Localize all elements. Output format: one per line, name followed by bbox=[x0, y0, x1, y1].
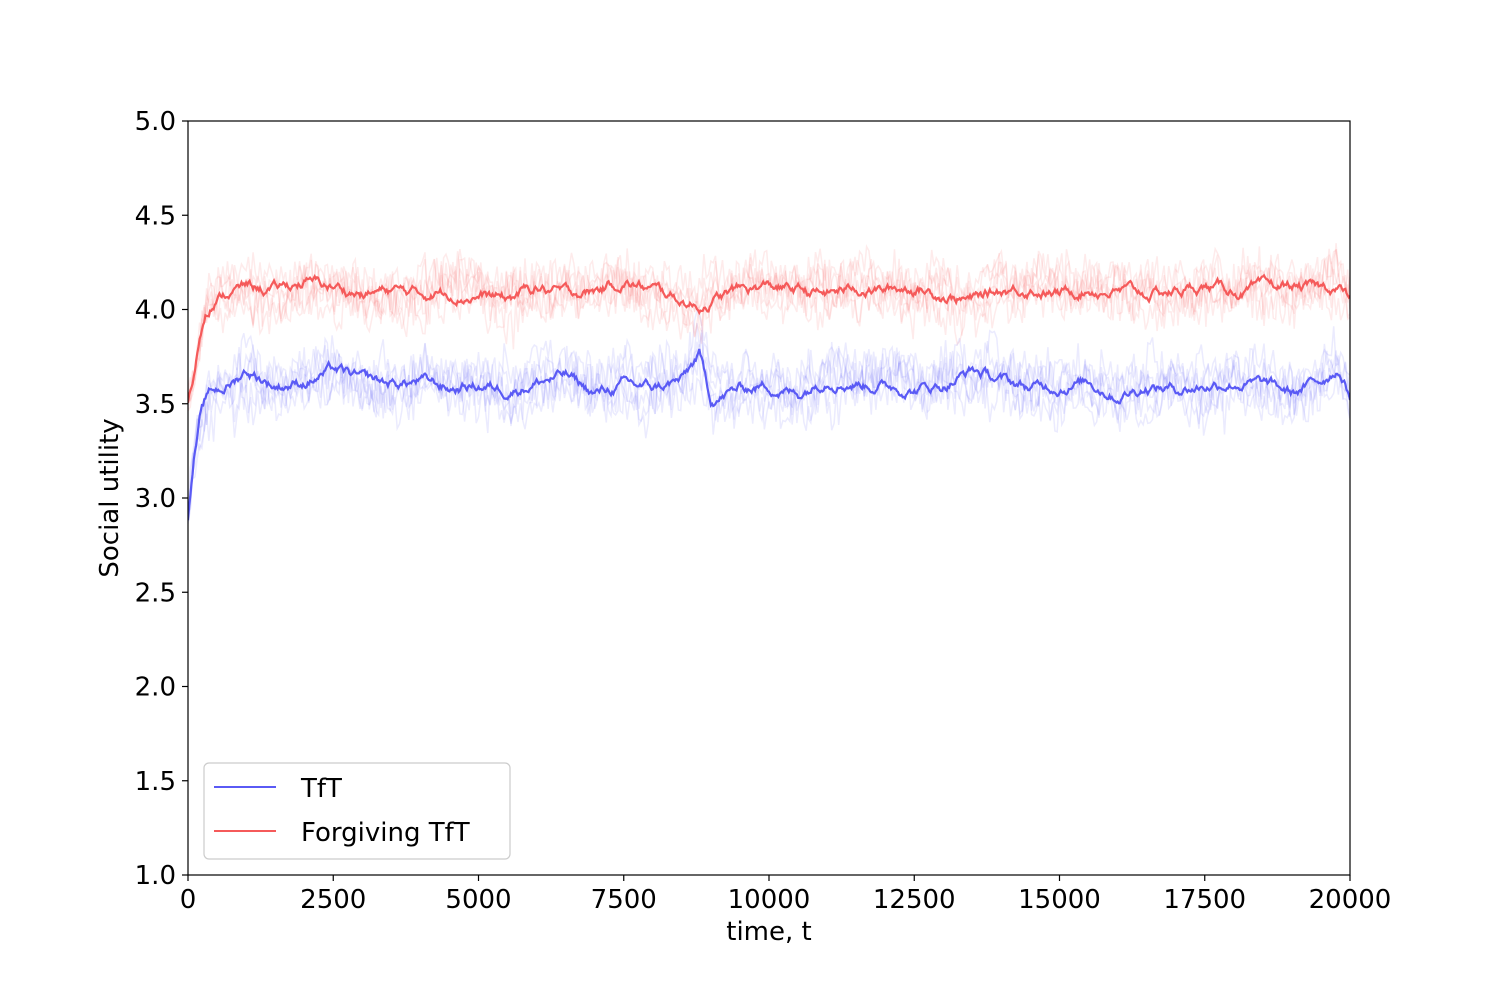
x-tick-label: 20000 bbox=[1309, 885, 1392, 915]
x-tick-label: 7500 bbox=[591, 885, 657, 915]
legend-box bbox=[203, 762, 511, 860]
y-tick-label: 3.0 bbox=[135, 484, 176, 514]
run-line-forgiving-tft bbox=[188, 246, 1350, 402]
series-line-forgiving-tft bbox=[188, 273, 1350, 403]
run-line-forgiving-tft bbox=[188, 251, 1350, 392]
x-axis-label: time, t bbox=[726, 917, 811, 947]
y-tick-label: 2.5 bbox=[135, 578, 176, 608]
legend: TfT Forgiving TfT bbox=[203, 762, 511, 860]
run-line-tft bbox=[188, 339, 1350, 522]
legend-label-forgiving-tft: Forgiving TfT bbox=[301, 818, 470, 848]
run-line-tft bbox=[188, 336, 1350, 512]
x-tick-label: 12500 bbox=[873, 885, 956, 915]
plot-area bbox=[188, 243, 1350, 524]
x-tick-label: 10000 bbox=[728, 885, 811, 915]
run-line-tft bbox=[188, 335, 1350, 513]
x-tick-label: 0 bbox=[180, 885, 197, 915]
axis-ticks: 0 2500 5000 7500 10000 12500 15000 17500 20000 1.… bbox=[135, 107, 1392, 915]
run-line-tft bbox=[188, 329, 1350, 509]
x-tick-label: 5000 bbox=[445, 885, 511, 915]
run-line-forgiving-tft bbox=[188, 243, 1350, 402]
y-axis-label: Social utility bbox=[95, 418, 125, 577]
legend-label-tft: TfT bbox=[300, 774, 342, 804]
y-tick-label: 3.5 bbox=[135, 390, 176, 420]
series-line-tft bbox=[188, 348, 1350, 521]
y-tick-label: 1.5 bbox=[135, 767, 176, 797]
run-line-tft bbox=[188, 308, 1350, 524]
y-tick-label: 2.0 bbox=[135, 673, 176, 703]
y-tick-label: 4.5 bbox=[135, 201, 176, 231]
x-tick-label: 2500 bbox=[300, 885, 366, 915]
y-tick-label: 1.0 bbox=[135, 861, 176, 891]
y-tick-label: 4.0 bbox=[135, 296, 176, 326]
run-line-forgiving-tft bbox=[188, 243, 1350, 400]
run-line-forgiving-tft bbox=[188, 246, 1350, 411]
y-tick-label: 5.0 bbox=[135, 107, 176, 137]
x-tick-label: 15000 bbox=[1018, 885, 1101, 915]
x-tick-label: 17500 bbox=[1163, 885, 1246, 915]
